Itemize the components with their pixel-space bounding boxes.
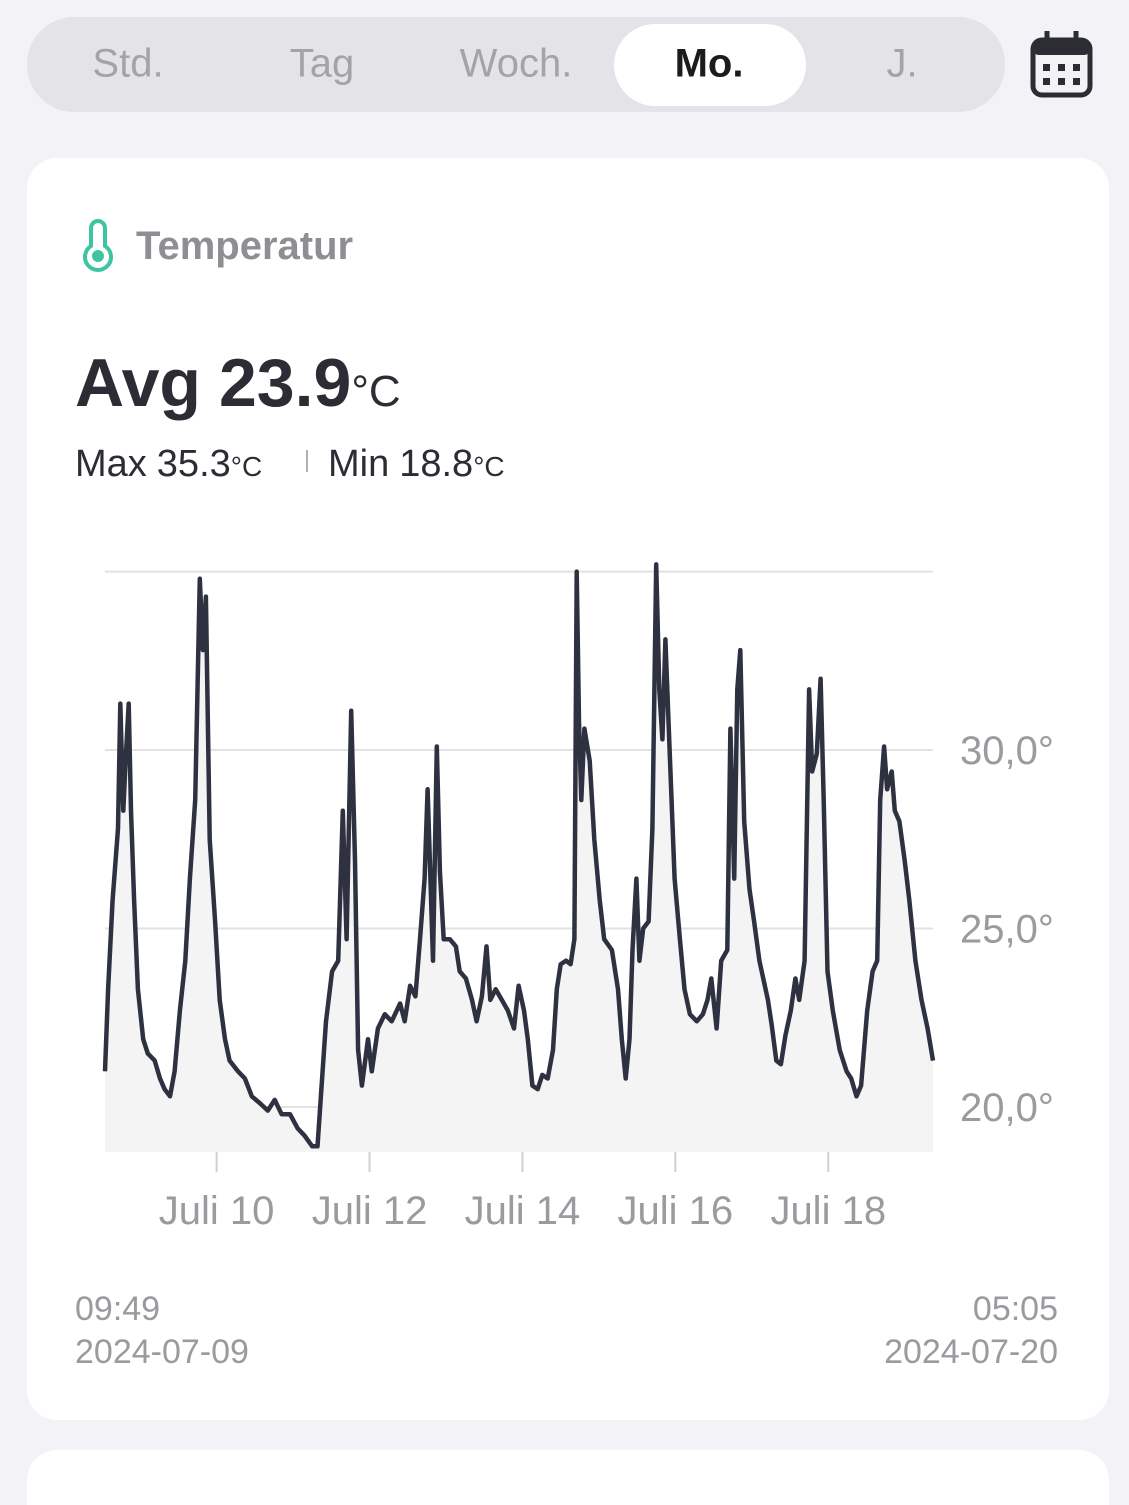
avg-label: Avg [75, 345, 201, 421]
start-date: 2024-07-09 [75, 1333, 249, 1371]
min-value: 18.8 [399, 443, 473, 485]
tab[interactable]: Woch. [460, 42, 573, 86]
avg-unit: °C [351, 367, 400, 416]
tab[interactable]: J. [886, 42, 917, 86]
start-time: 09:49 [75, 1290, 160, 1328]
next-card [27, 1450, 1109, 1505]
area [105, 564, 933, 1152]
card-title: Temperatur [136, 224, 353, 268]
max-summary: Max 35.3°C [75, 443, 262, 485]
max-value: 35.3 [157, 443, 231, 485]
max-unit: °C [231, 451, 262, 482]
end-time: 05:05 [973, 1290, 1058, 1328]
y-tick-label: 20,0° [960, 1086, 1054, 1130]
calendar-dots [1043, 64, 1080, 85]
thermometer-icon [83, 219, 113, 272]
min-unit: °C [473, 451, 504, 482]
chart: 20,0° 25,0° 30,0° Juli 10 Juli 12 Juli 14 Juli… [102, 562, 1054, 1233]
calendar-icon-top [1033, 40, 1090, 55]
calendar-button[interactable] [1030, 31, 1093, 98]
x-tick-label: Juli 16 [618, 1189, 734, 1233]
end-date: 2024-07-20 [884, 1333, 1058, 1371]
x-tick-label: Juli 10 [159, 1189, 275, 1233]
avg-summary: Avg 23.9°C [75, 345, 401, 421]
x-tick-label: Juli 12 [312, 1189, 428, 1233]
y-tick-label: 25,0° [960, 908, 1054, 952]
min-label: Min [328, 443, 389, 485]
tabs: Std. Tag Woch. Mo. J. [92, 24, 918, 106]
avg-value: 23.9 [219, 345, 351, 421]
tab[interactable]: Mo. [675, 42, 744, 86]
x-tick-label: Juli 18 [770, 1189, 886, 1233]
line [102, 562, 936, 1149]
y-tick-label: 30,0° [960, 729, 1054, 773]
x-tick-label: Juli 14 [465, 1189, 581, 1233]
active-tab-pill [614, 24, 806, 106]
max-label: Max [75, 443, 147, 485]
tab[interactable]: Tag [290, 42, 355, 86]
tab[interactable]: Std. [92, 42, 163, 86]
min-summary: Min 18.8°C [328, 443, 505, 485]
